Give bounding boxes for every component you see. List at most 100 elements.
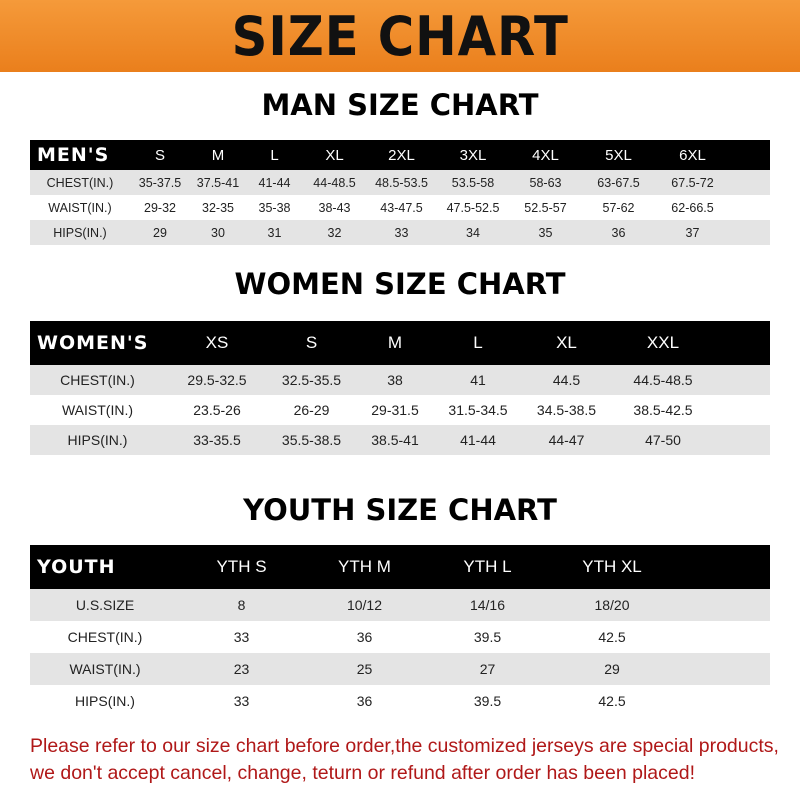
table-cell: 38.5-41: [371, 432, 419, 448]
table-cell: 32.5-35.5: [281, 372, 342, 388]
table-header-row: WOMEN'S XS S M L XL XXL: [30, 321, 770, 365]
row-label: WAIST(IN.): [61, 402, 134, 418]
table-title-cell: YOUTH: [37, 556, 116, 578]
row-label: HIPS(IN.): [75, 693, 135, 709]
table-cell: 44-47: [548, 432, 585, 448]
size-header: XXL: [646, 333, 680, 352]
women-section-title: WOMEN SIZE CHART: [234, 267, 566, 301]
table-cell: 63-67.5: [597, 175, 640, 190]
table-cell: 33-35.5: [193, 432, 241, 448]
table-cell: 39.5: [473, 629, 502, 645]
table-cell: 32-35: [202, 200, 234, 215]
table-cell: 32: [327, 225, 342, 240]
table-cell: 23.5-26: [193, 402, 241, 418]
table-row: WAIST(IN.) 23 25 27 29: [30, 653, 770, 685]
table-cell: 18/20: [594, 597, 630, 613]
table-cell: 38.5-42.5: [633, 402, 693, 418]
table-cell: 35.5-38.5: [281, 432, 342, 448]
row-label: U.S.SIZE: [75, 597, 135, 613]
size-header: S: [154, 146, 165, 164]
size-header: M: [211, 146, 225, 164]
table-cell: 29.5-32.5: [187, 372, 247, 388]
size-header: YTH S: [216, 557, 267, 576]
table-cell: 29: [153, 225, 167, 240]
table-cell: 30: [211, 225, 225, 240]
table-cell: 31: [267, 225, 282, 240]
table-cell: 44.5-48.5: [633, 372, 693, 388]
table-cell: 33: [233, 693, 250, 709]
row-label: WAIST(IN.): [48, 200, 112, 215]
table-cell: 58-63: [529, 175, 562, 190]
youth-section-title: YOUTH SIZE CHART: [243, 493, 557, 527]
table-cell: 52.5-57: [524, 200, 567, 215]
table-cell: 36: [611, 225, 626, 240]
table-cell: 34.5-38.5: [536, 402, 597, 418]
table-cell: 23: [233, 661, 250, 677]
table-cell: 36: [356, 693, 373, 709]
table-cell: 36: [356, 629, 373, 645]
table-title-cell: MEN'S: [37, 144, 110, 166]
table-cell: 33: [394, 225, 409, 240]
size-header: YTH M: [338, 557, 391, 576]
table-cell: 47.5-52.5: [446, 200, 500, 215]
table-cell: 29-31.5: [371, 402, 419, 418]
table-cell: 39.5: [473, 693, 502, 709]
size-header: 6XL: [679, 146, 706, 164]
table-cell: 38: [387, 372, 403, 388]
table-cell: 53.5-58: [451, 175, 495, 190]
table-row: CHEST(IN.) 33 36 39.5 42.5: [30, 621, 770, 653]
table-cell: 27: [479, 661, 496, 677]
men-size-table: MEN'S S M L XL 2XL 3XL 4XL 5XL 6XL CHEST(IN.) 35-37…: [30, 140, 770, 245]
table-cell: 62-66.5: [671, 200, 714, 215]
table-cell: 57-62: [602, 200, 635, 215]
size-header: 4XL: [532, 146, 559, 164]
banner: SIZE CHART: [0, 0, 800, 72]
table-cell: 42.5: [598, 693, 626, 709]
table-row: WAIST(IN.) 29-32 32-35 35-38 38-43 43-47.5 47.…: [30, 195, 770, 220]
size-header: XL: [556, 333, 577, 352]
row-label: HIPS(IN.): [67, 432, 128, 448]
size-header: L: [270, 146, 279, 164]
table-cell: 33: [233, 629, 250, 645]
row-label: CHEST(IN.): [46, 175, 114, 190]
table-cell: 34: [466, 225, 480, 240]
table-cell: 43-47.5: [380, 200, 423, 215]
table-cell: 31.5-34.5: [448, 402, 508, 418]
table-cell: 44-48.5: [313, 175, 356, 190]
table-cell: 14/16: [469, 597, 506, 613]
table-cell: 35: [538, 225, 553, 240]
table-row: HIPS(IN.) 29 30 31 32 33 34 35 36 37: [30, 220, 770, 245]
youth-size-table: YOUTH YTH S YTH M YTH L YTH XL U.S.SIZE 8 10/12…: [30, 545, 770, 717]
table-cell: 47-50: [645, 432, 681, 448]
table-header-row: MEN'S S M L XL 2XL 3XL 4XL 5XL 6XL: [30, 140, 770, 170]
table-cell: 29: [604, 661, 620, 677]
table-cell: 35-38: [258, 200, 291, 215]
table-cell: 29-32: [144, 200, 176, 215]
table-cell: 35-37.5: [138, 175, 182, 190]
table-cell: 41: [470, 372, 486, 388]
table-cell: 38-43: [318, 200, 351, 215]
table-cell: 67.5-72: [671, 175, 714, 190]
table-row: WAIST(IN.) 23.5-26 26-29 29-31.5 31.5-34.5 34…: [30, 395, 770, 425]
size-header: M: [387, 333, 403, 352]
men-section-title: MAN SIZE CHART: [261, 88, 539, 122]
size-header: XL: [325, 146, 344, 164]
table-cell: 26-29: [293, 402, 330, 418]
table-cell: 10/12: [346, 597, 383, 613]
table-title-cell: WOMEN'S: [37, 332, 149, 354]
table-cell: 42.5: [598, 629, 626, 645]
size-header: 3XL: [459, 146, 487, 164]
size-header: 5XL: [605, 146, 632, 164]
table-cell: 41-44: [258, 175, 291, 190]
table-header-row: YOUTH YTH S YTH M YTH L YTH XL: [30, 545, 770, 589]
table-cell: 37.5-41: [196, 175, 240, 190]
size-header: YTH L: [463, 557, 512, 576]
table-row: CHEST(IN.) 29.5-32.5 32.5-35.5 38 41 44.5 44.5…: [30, 365, 770, 395]
table-row: CHEST(IN.) 35-37.5 37.5-41 41-44 44-48.5 48.5…: [30, 170, 770, 195]
table-cell: 8: [237, 597, 246, 613]
table-cell: 25: [356, 661, 373, 677]
order-notice: Please refer to our size chart before or…: [30, 735, 779, 784]
table-row: HIPS(IN.) 33-35.5 35.5-38.5 38.5-41 41-44 44-…: [30, 425, 770, 455]
table-row: U.S.SIZE 8 10/12 14/16 18/20: [30, 589, 770, 621]
size-header: 2XL: [388, 146, 415, 164]
